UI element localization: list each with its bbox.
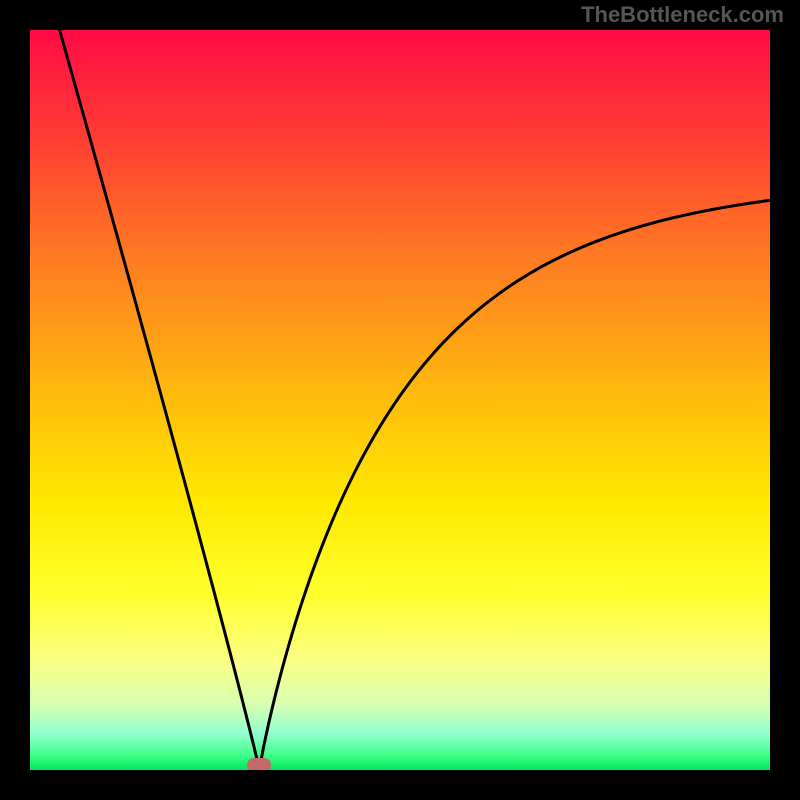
watermark-text: TheBottleneck.com: [581, 2, 784, 28]
chart-minimum-marker: [247, 758, 271, 770]
chart-v-curve: [60, 30, 770, 770]
chart-curve-layer: [30, 30, 770, 770]
chart-plot-area: [30, 30, 770, 770]
